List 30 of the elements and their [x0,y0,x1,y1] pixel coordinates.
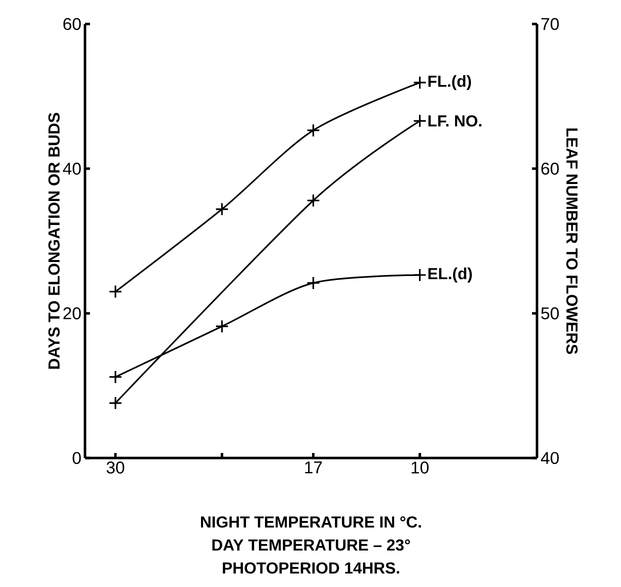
x-axis-title: NIGHT TEMPERATURE IN °C. [201,516,421,528]
y2-tick-label: 50 [541,307,559,320]
y-tick-label: 60 [63,18,81,30]
point [306,124,320,138]
y-tick-label: 0 [72,452,81,464]
point [413,268,427,282]
y-tick-label: 40 [62,162,81,175]
y2-tick-label: 70 [541,18,559,30]
point [108,284,122,298]
point [306,194,320,208]
x-tick-label: 10 [412,462,429,474]
point [108,396,122,410]
x-tick-label: 30 [106,462,124,474]
x-tick-label: 17 [305,462,322,474]
series-label: FL.(d) [428,75,471,90]
text: PHOTOPERIOD 14HRS. [222,562,400,574]
point [215,202,229,216]
y2-axis-title: LEAF NUMBER TO FLOWERS [566,128,578,354]
point [215,320,229,334]
point [413,114,427,128]
point [108,370,122,384]
series-label: LF. NO. [428,115,482,127]
y-axis-title: DAYS TO ELONGATION OR BUDS [48,112,60,369]
y2-tick-label: 60 [541,162,559,175]
point [413,76,427,90]
point [306,276,320,290]
y2-tick-label: 40 [540,452,559,464]
text: DAY TEMPERATURE – 23° [212,539,410,551]
series-label: EL.(d) [428,268,472,282]
y-tick-label: 20 [63,307,81,320]
